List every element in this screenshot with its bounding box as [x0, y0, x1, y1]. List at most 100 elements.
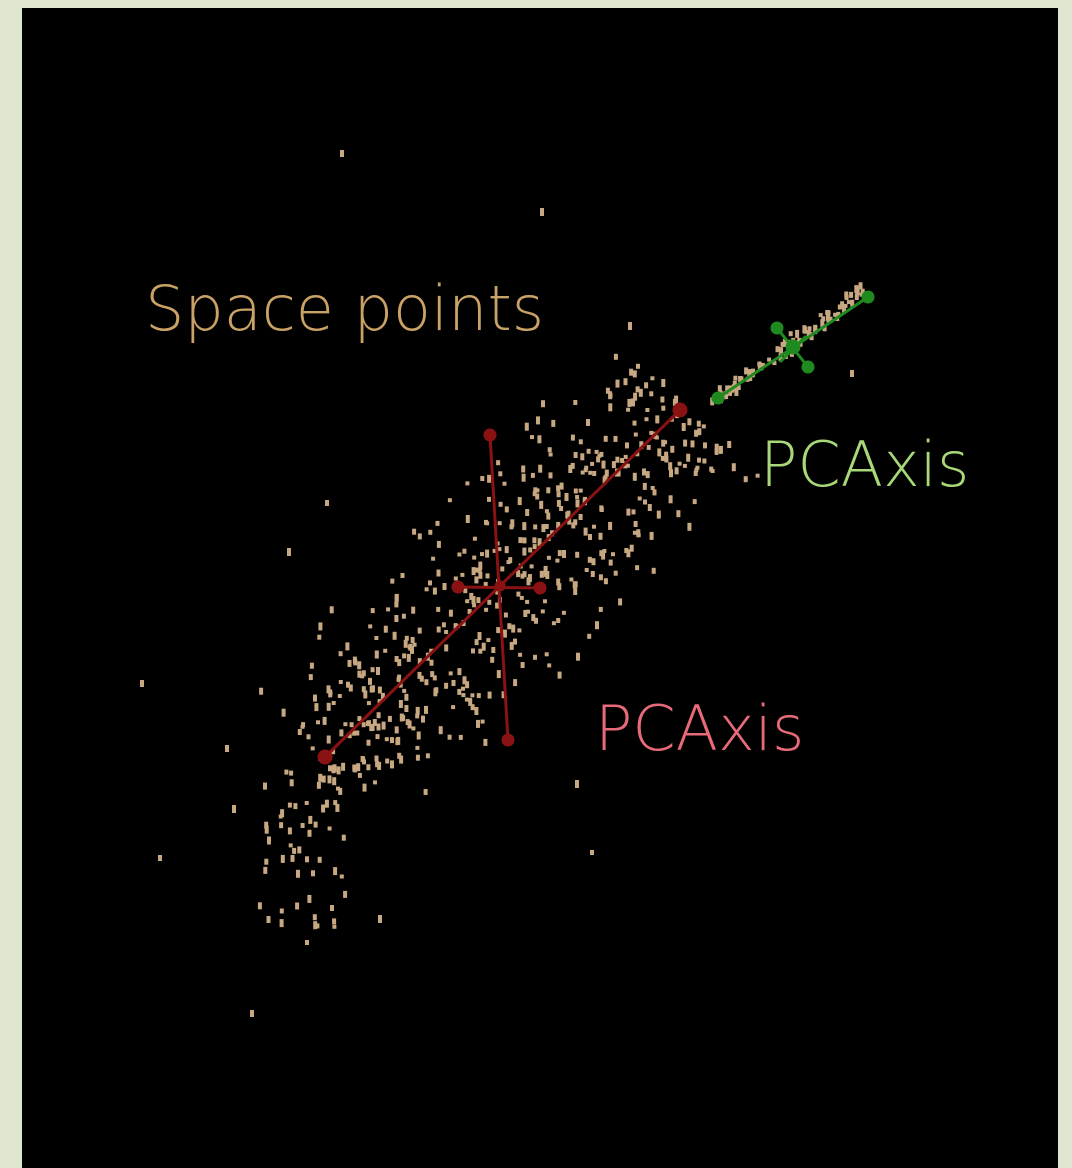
- space-point: [484, 608, 488, 612]
- space-point: [457, 553, 461, 557]
- space-point: [462, 549, 466, 554]
- space-point: [557, 491, 561, 497]
- space-point: [340, 150, 344, 157]
- space-point: [444, 683, 448, 689]
- space-point: [507, 560, 511, 564]
- space-point: [545, 652, 549, 656]
- space-point: [395, 738, 399, 745]
- space-point: [530, 435, 534, 439]
- space-point: [358, 773, 362, 778]
- space-point: [452, 680, 456, 686]
- space-point: [461, 693, 465, 697]
- space-point: [732, 463, 736, 471]
- space-point: [298, 729, 302, 735]
- space-point: [625, 442, 629, 448]
- space-point: [535, 488, 539, 492]
- event-display: Space points PCAxis PCAxis: [0, 0, 1072, 1168]
- space-point: [574, 489, 578, 494]
- space-point: [308, 830, 312, 837]
- space-point: [318, 857, 322, 863]
- space-point: [518, 537, 522, 543]
- space-point: [232, 805, 236, 813]
- space-point: [676, 510, 680, 517]
- space-point: [660, 397, 664, 403]
- space-point: [781, 342, 785, 347]
- space-point: [633, 370, 637, 377]
- space-point: [473, 537, 477, 541]
- page: Space points PCAxis PCAxis (() => { cons…: [0, 0, 1072, 1168]
- space-point: [353, 659, 357, 665]
- space-point: [517, 628, 521, 632]
- space-point: [584, 468, 588, 472]
- space-point: [744, 476, 748, 482]
- space-point: [599, 533, 603, 540]
- space-point: [339, 729, 343, 736]
- space-point: [525, 600, 529, 604]
- red-axis-label: PCAxis: [595, 692, 804, 765]
- space-point: [826, 313, 830, 321]
- space-point: [309, 674, 313, 680]
- space-point: [371, 667, 375, 672]
- space-point: [859, 282, 863, 289]
- space-point: [503, 482, 507, 486]
- space-point: [394, 615, 398, 622]
- space-point: [602, 549, 606, 553]
- space-point: [614, 354, 618, 360]
- space-point: [500, 566, 504, 571]
- space-point: [573, 400, 577, 405]
- green-axis-label: PCAxis: [760, 428, 969, 501]
- space-point: [383, 649, 387, 653]
- space-point: [288, 803, 292, 808]
- space-point: [565, 493, 569, 501]
- space-point: [333, 764, 337, 772]
- space-point: [540, 571, 544, 578]
- space-point: [521, 662, 525, 668]
- space-point: [549, 453, 553, 457]
- space-point: [536, 416, 540, 424]
- space-point: [575, 780, 579, 788]
- space-point: [311, 870, 315, 876]
- space-point: [576, 499, 580, 507]
- space-point: [556, 485, 560, 491]
- space-point: [313, 914, 317, 920]
- space-point: [476, 597, 480, 603]
- space-point: [615, 457, 619, 463]
- space-point: [449, 610, 453, 617]
- space-point: [263, 783, 267, 790]
- space-point: [538, 465, 542, 473]
- space-point: [328, 827, 332, 831]
- space-point: [719, 446, 723, 454]
- space-point: [140, 680, 144, 687]
- space-point: [349, 685, 353, 692]
- space-point: [250, 1010, 254, 1017]
- space-point: [600, 507, 604, 512]
- space-point: [587, 449, 591, 454]
- space-point: [280, 909, 284, 914]
- space-point: [496, 460, 500, 465]
- space-point: [526, 610, 530, 614]
- space-point: [683, 440, 687, 447]
- space-point: [556, 579, 560, 586]
- space-point: [482, 643, 486, 651]
- space-point: [525, 423, 529, 431]
- space-point: [551, 420, 555, 427]
- space-point: [675, 467, 679, 474]
- space-point: [385, 737, 389, 741]
- space-point: [702, 424, 706, 428]
- space-point: [586, 419, 590, 426]
- space-point: [590, 462, 594, 466]
- space-point: [318, 622, 322, 630]
- space-point: [697, 421, 701, 427]
- space-point: [316, 720, 320, 724]
- space-point: [289, 843, 293, 847]
- space-point: [465, 681, 469, 688]
- space-point: [490, 657, 494, 663]
- space-point: [497, 670, 501, 678]
- space-point: [634, 433, 638, 437]
- space-point: [608, 403, 612, 411]
- space-point: [609, 560, 613, 566]
- space-point: [449, 671, 453, 675]
- space-point: [668, 462, 672, 470]
- space-point: [513, 679, 517, 686]
- space-point: [624, 378, 628, 385]
